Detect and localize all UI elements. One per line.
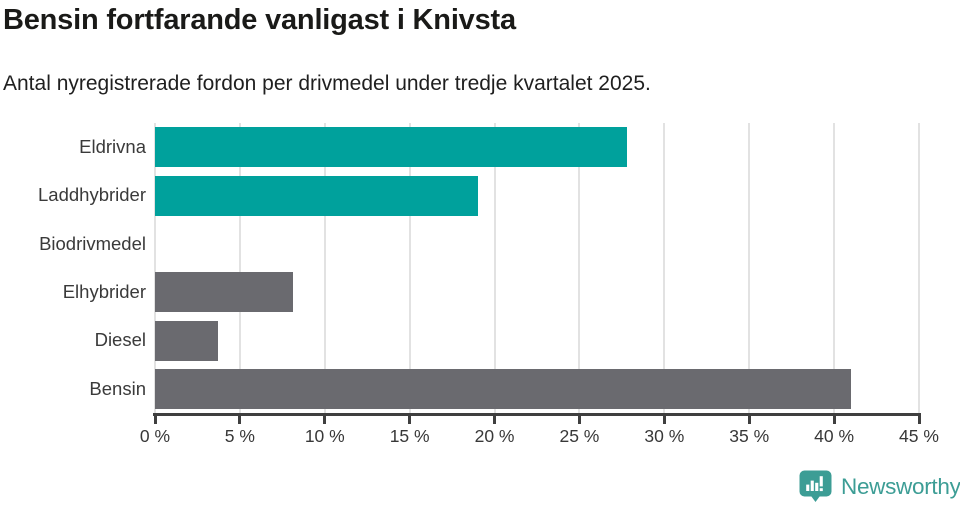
axis-tick-label: 45 %	[899, 426, 939, 446]
axis-tick-label: 30 %	[644, 426, 685, 446]
bar-diesel	[155, 320, 218, 361]
gridline	[918, 123, 920, 413]
plot-area	[154, 123, 920, 413]
chart-title: Bensin fortfarande vanligast i Knivsta	[3, 4, 516, 36]
axis-tick	[747, 415, 751, 424]
bar-laddhybrider	[155, 175, 478, 216]
axis-tick-label: 25 %	[559, 426, 600, 446]
gridline	[748, 123, 751, 413]
x-axis: 0 % 5 % 10 % 15 % 20 % 25 % 30 % 35 % 40 % 45 %	[0, 413, 960, 463]
newsworthy-wordmark: Newsworthy	[841, 473, 960, 499]
bar-eldrivna	[155, 127, 627, 168]
gridline	[154, 123, 156, 413]
newsworthy-bubble-chart-icon	[799, 470, 832, 502]
gridline	[408, 123, 411, 413]
axis-tick-label: 35 %	[729, 426, 770, 446]
axis-tick	[577, 415, 581, 424]
axis-tick	[238, 415, 242, 424]
axis-tick-label: 10 %	[304, 426, 345, 446]
gridline	[833, 123, 836, 413]
axis-tick-label: 15 %	[389, 426, 430, 446]
axis-tick	[662, 415, 666, 424]
x-axis-line	[153, 413, 921, 416]
axis-tick-label: 20 %	[474, 426, 515, 446]
category-label: Laddhybrider	[38, 184, 146, 206]
newsworthy-logo[interactable]: Newsworthy	[799, 470, 960, 503]
gridline	[663, 123, 666, 413]
axis-tick-label: 0 %	[139, 426, 171, 446]
category-label: Diesel	[94, 329, 146, 351]
category-label: Elhybrider	[62, 281, 146, 303]
gridline	[493, 123, 496, 413]
chart-subtitle: Antal nyregistrerade fordon per drivmede…	[3, 72, 651, 95]
category-label: Biodrivmedel	[39, 232, 146, 254]
category-label: Bensin	[89, 377, 146, 399]
category-label: Eldrivna	[79, 136, 146, 158]
axis-tick	[153, 415, 157, 424]
axis-tick	[832, 415, 836, 424]
bar-elhybrider	[155, 272, 293, 313]
gridline	[323, 123, 326, 413]
axis-tick	[408, 415, 412, 424]
axis-tick	[323, 415, 327, 424]
axis-tick	[917, 415, 921, 424]
gridline	[578, 123, 581, 413]
axis-tick-label: 5 %	[224, 426, 255, 446]
category-axis: Eldrivna Laddhybrider Biodrivmedel Elhybrid…	[0, 123, 146, 413]
gridline	[238, 123, 241, 413]
bar-bensin	[155, 368, 852, 409]
axis-tick-label: 40 %	[814, 426, 855, 446]
axis-tick	[493, 415, 497, 424]
